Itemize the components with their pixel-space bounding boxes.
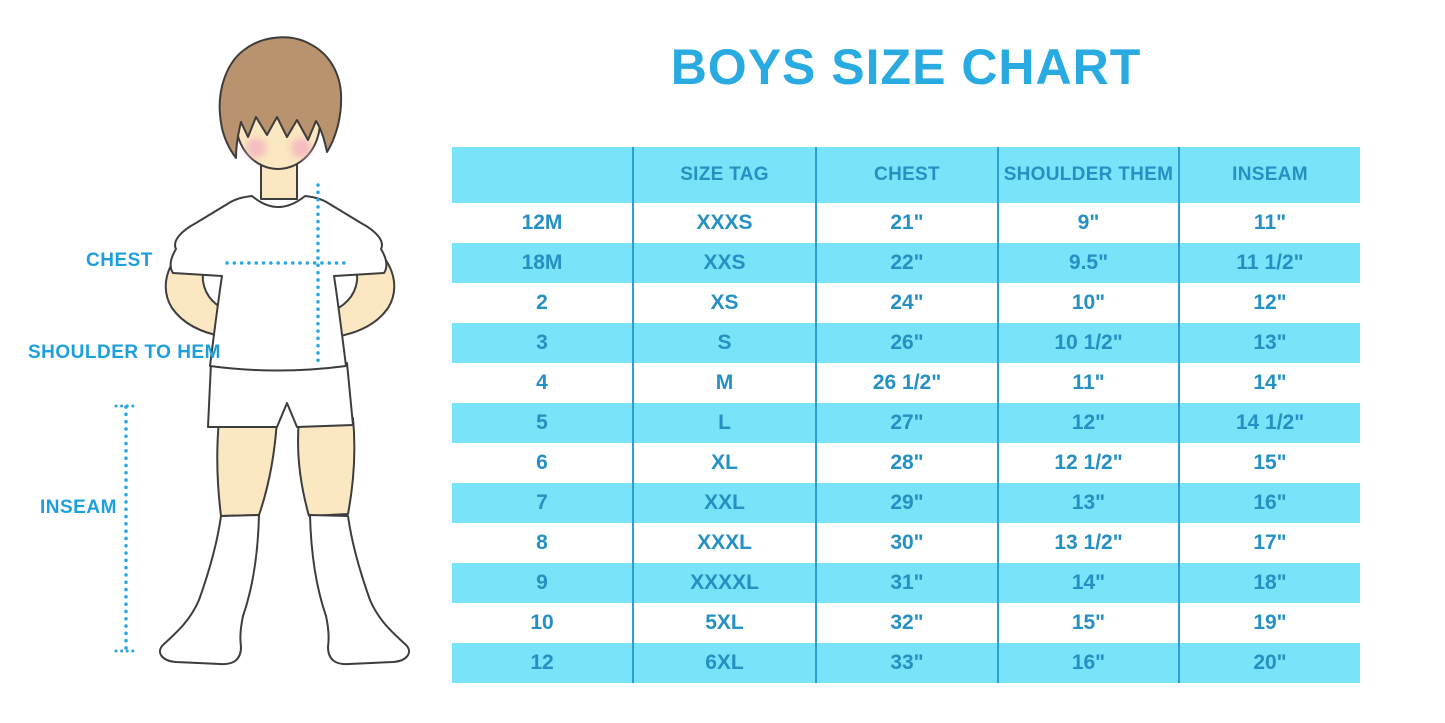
header-cell: SHOULDER THEM	[997, 147, 1178, 203]
cell: 30"	[815, 523, 997, 563]
boy-left-sock	[159, 514, 260, 666]
table-row: 3 S 26" 10 1/2" 13"	[452, 323, 1360, 363]
cell: 12 1/2"	[997, 443, 1178, 483]
cell: 14 1/2"	[1178, 403, 1360, 443]
cell: 10"	[997, 283, 1178, 323]
cell: 22"	[815, 243, 997, 283]
cell: 12"	[997, 403, 1178, 443]
inseam-label: INSEAM	[40, 497, 117, 518]
cell: XXXXL	[632, 563, 815, 603]
boy-shorts	[207, 362, 354, 428]
cell: 26"	[815, 323, 997, 363]
cell: 10	[530, 611, 554, 634]
size-table: SIZE TAG CHEST SHOULDER THEM INSEAM 12M XXXS 2…	[452, 147, 1360, 683]
table-row: 12 6XL 33" 16" 20"	[452, 643, 1360, 683]
table-row: 7 XXL 29" 13" 16"	[452, 483, 1360, 523]
cell: 5	[536, 411, 548, 434]
table-header-row: SIZE TAG CHEST SHOULDER THEM INSEAM	[452, 147, 1360, 203]
cell: 11"	[997, 363, 1178, 403]
cell: 27"	[815, 403, 997, 443]
cell: XXS	[632, 243, 815, 283]
cell: 6XL	[632, 643, 815, 683]
boy-right-leg	[297, 417, 356, 517]
cell: 9	[536, 571, 548, 594]
table-row: 6 XL 28" 12 1/2" 15"	[452, 443, 1360, 483]
cell: 14"	[1178, 363, 1360, 403]
cell: L	[632, 403, 815, 443]
cell: 13"	[997, 483, 1178, 523]
header-cell	[452, 147, 632, 203]
header-cell: CHEST	[815, 147, 997, 203]
table-row: 2 XS 24" 10" 12"	[452, 283, 1360, 323]
cell: 18"	[1178, 563, 1360, 603]
cell: XXL	[632, 483, 815, 523]
boy-left-leg	[216, 419, 278, 517]
cell: 9.5"	[997, 243, 1178, 283]
cell: XL	[632, 443, 815, 483]
cell: 12"	[1178, 283, 1360, 323]
cell: XS	[632, 283, 815, 323]
cell: 7	[536, 491, 548, 514]
chest-label: CHEST	[86, 250, 153, 271]
boy-hair	[218, 36, 343, 159]
cell: 28"	[815, 443, 997, 483]
cell: XXXS	[632, 203, 815, 243]
table-row: 12M XXXS 21" 9" 11"	[452, 203, 1360, 243]
cell: 11"	[1178, 203, 1360, 243]
cell: 21"	[815, 203, 997, 243]
cell: 4	[536, 371, 548, 394]
cell: M	[632, 363, 815, 403]
cell: 31"	[815, 563, 997, 603]
page-title: BOYS SIZE CHART	[670, 39, 1142, 95]
header-cell: SIZE TAG	[632, 147, 815, 203]
boy-right-sock	[309, 514, 410, 666]
cell: 19"	[1178, 603, 1360, 643]
cell: 9"	[997, 203, 1178, 243]
cell: 13"	[1178, 323, 1360, 363]
table-row: 5 L 27" 12" 14 1/2"	[452, 403, 1360, 443]
cell: 16"	[997, 643, 1178, 683]
cell: S	[632, 323, 815, 363]
cell: 18M	[521, 251, 563, 274]
cell: 12M	[521, 211, 563, 234]
cell: 15"	[997, 603, 1178, 643]
boy-illustration	[114, 36, 410, 666]
cell: 8	[536, 531, 548, 554]
table-row: 4 M 26 1/2" 11" 14"	[452, 363, 1360, 403]
cell: 33"	[815, 643, 997, 683]
shoulder-to-hem-label: SHOULDER TO HEM	[28, 342, 221, 363]
table-row: 18M XXS 22" 9.5" 11 1/2"	[452, 243, 1360, 283]
boy-left-cheek	[246, 138, 266, 158]
cell: 15"	[1178, 443, 1360, 483]
cell: 24"	[815, 283, 997, 323]
cell: 14"	[997, 563, 1178, 603]
cell: 3	[536, 331, 548, 354]
boy-tshirt	[169, 195, 388, 372]
boy-right-cheek	[291, 138, 311, 158]
table-row: 8 XXXL 30" 13 1/2" 17"	[452, 523, 1360, 563]
table-row: 10 5XL 32" 15" 19"	[452, 603, 1360, 643]
cell: 13 1/2"	[997, 523, 1178, 563]
cell: 26 1/2"	[815, 363, 997, 403]
cell: 12	[530, 651, 554, 674]
cell: 2	[536, 291, 548, 314]
header-cell: INSEAM	[1178, 147, 1360, 203]
table-row: 9 XXXXL 31" 14" 18"	[452, 563, 1360, 603]
cell: 10 1/2"	[997, 323, 1178, 363]
cell: 20"	[1178, 643, 1360, 683]
cell: 5XL	[632, 603, 815, 643]
cell: 6	[536, 451, 548, 474]
cell: 32"	[815, 603, 997, 643]
cell: XXXL	[632, 523, 815, 563]
cell: 16"	[1178, 483, 1360, 523]
cell: 17"	[1178, 523, 1360, 563]
measurement-figure: CHEST SHOULDER TO HEM INSEAM	[0, 0, 450, 723]
cell: 11 1/2"	[1178, 243, 1360, 283]
cell: 29"	[815, 483, 997, 523]
